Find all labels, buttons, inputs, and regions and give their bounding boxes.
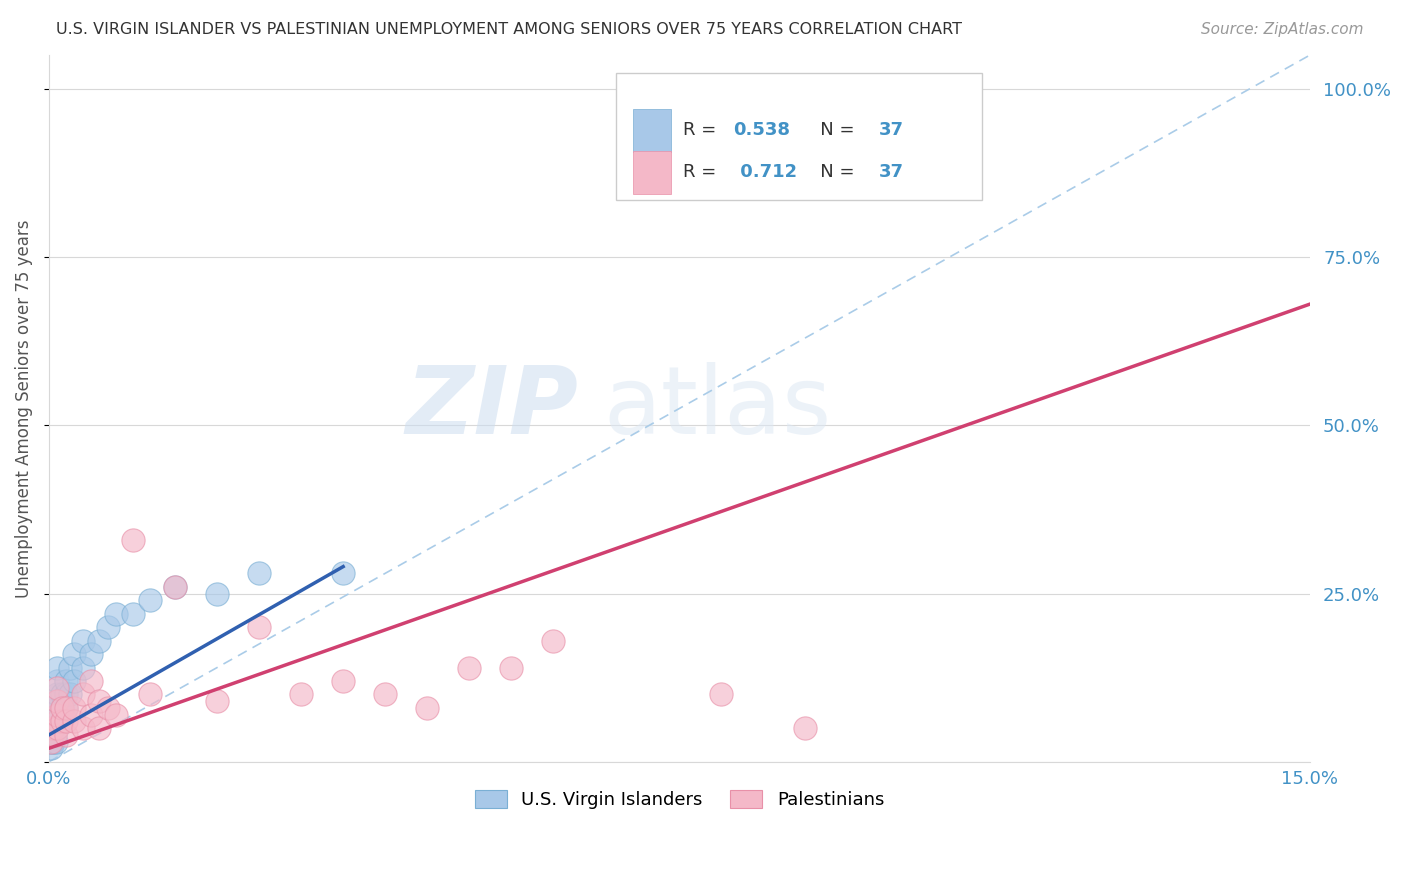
Point (41, 728, 63, 742)
Point (122, 533, 145, 547)
Point (97, 701, 120, 715)
Text: R =: R = (683, 121, 723, 139)
Point (45, 721, 67, 735)
Point (332, 673, 354, 688)
Point (458, 660, 481, 674)
Point (80, 707, 103, 722)
Text: R =: R = (683, 163, 723, 181)
Point (374, 688, 396, 702)
Point (39, 741, 62, 756)
Point (63, 647, 86, 661)
Point (55, 714, 77, 729)
Point (41, 734, 63, 748)
Point (42, 734, 65, 748)
Point (46, 707, 69, 722)
Point (51, 714, 73, 729)
Point (89, 721, 111, 735)
Point (46, 673, 69, 688)
Point (45, 714, 67, 729)
Point (51, 714, 73, 729)
Point (44, 728, 66, 742)
Point (41, 734, 63, 748)
Y-axis label: Unemployment Among Seniors over 75 years: Unemployment Among Seniors over 75 years (15, 219, 32, 598)
Point (416, 701, 439, 715)
Point (710, 688, 733, 702)
Point (89, 633, 111, 648)
Point (63, 701, 86, 715)
Point (46, 721, 69, 735)
Text: 0.712: 0.712 (734, 163, 797, 181)
Point (122, 607, 145, 621)
Point (46, 694, 69, 708)
Bar (633, 109, 671, 152)
Point (46, 681, 69, 695)
Point (63, 673, 86, 688)
Text: Source: ZipAtlas.com: Source: ZipAtlas.com (1201, 22, 1364, 37)
Text: 37: 37 (879, 121, 904, 139)
Text: N =: N = (803, 163, 860, 181)
Text: N =: N = (803, 121, 860, 139)
Point (794, 721, 817, 735)
Point (105, 607, 128, 621)
Point (46, 707, 69, 722)
Point (55, 701, 77, 715)
Text: U.S. VIRGIN ISLANDER VS PALESTINIAN UNEMPLOYMENT AMONG SENIORS OVER 75 YEARS COR: U.S. VIRGIN ISLANDER VS PALESTINIAN UNEM… (56, 22, 962, 37)
Point (51, 701, 73, 715)
Point (55, 728, 77, 742)
Point (44, 728, 66, 742)
Point (55, 673, 77, 688)
Point (46, 660, 69, 674)
Point (332, 566, 354, 581)
Point (46, 694, 69, 708)
Point (46, 688, 69, 702)
Point (72, 721, 94, 735)
Point (72, 660, 94, 674)
Point (247, 566, 270, 581)
Point (42, 721, 65, 735)
Point (543, 633, 565, 648)
Point (139, 593, 162, 607)
Legend: U.S. Virgin Islanders, Palestinians: U.S. Virgin Islanders, Palestinians (467, 782, 891, 816)
Point (247, 620, 270, 634)
Point (55, 688, 77, 702)
Point (55, 701, 77, 715)
Point (290, 688, 312, 702)
Text: atlas: atlas (603, 362, 832, 454)
Point (46, 714, 69, 729)
FancyBboxPatch shape (616, 73, 981, 200)
Point (139, 688, 162, 702)
Point (72, 688, 94, 702)
Point (51, 688, 73, 702)
Point (45, 734, 67, 748)
Point (51, 701, 73, 715)
Point (80, 673, 103, 688)
Point (59, 660, 82, 674)
Point (89, 694, 111, 708)
Point (42, 721, 65, 735)
Text: ZIP: ZIP (406, 362, 578, 454)
Bar (633, 152, 671, 194)
Point (97, 620, 120, 634)
Point (80, 647, 103, 661)
Point (165, 580, 187, 594)
Point (205, 694, 228, 708)
Point (501, 660, 523, 674)
Point (105, 707, 128, 722)
Point (72, 633, 94, 648)
Point (165, 580, 187, 594)
Point (205, 586, 228, 600)
Text: 37: 37 (879, 163, 904, 181)
Text: 0.538: 0.538 (734, 121, 790, 139)
Point (63, 714, 86, 729)
Point (59, 688, 82, 702)
Point (46, 701, 69, 715)
